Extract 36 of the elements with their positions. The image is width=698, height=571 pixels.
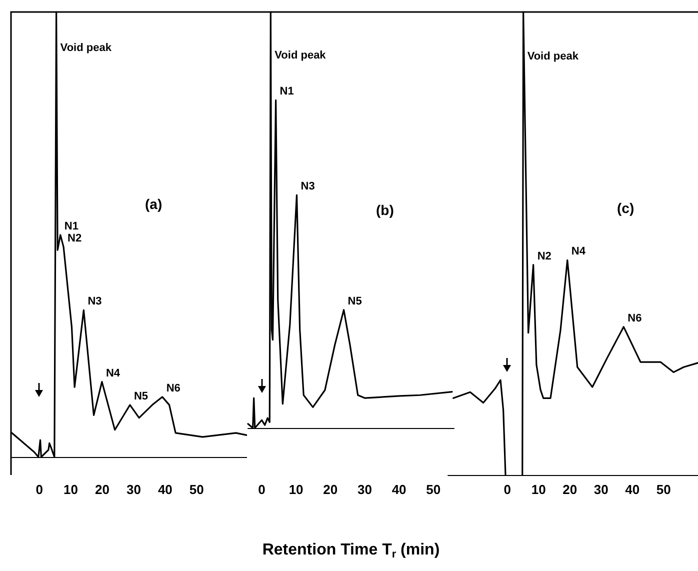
annotation: N6 [628, 312, 642, 324]
x-tick-label: 40 [625, 482, 640, 497]
annotation: N1 [280, 86, 294, 98]
x-tick-label: 0 [36, 482, 43, 497]
annotation: N6 [166, 382, 180, 394]
annotation: Void peak [527, 50, 580, 62]
x-tick-label: 0 [504, 482, 511, 497]
x-tick-label: 30 [594, 482, 608, 497]
annotation: N1 [64, 220, 78, 232]
annotation: Void peak [60, 42, 112, 54]
x-tick-label: 50 [189, 482, 204, 497]
annotation: N5 [134, 390, 148, 402]
annotation: N4 [571, 246, 586, 258]
x-tick-label: 10 [64, 482, 78, 497]
annotation: N3 [300, 180, 315, 193]
x-tick-label: 50 [426, 482, 441, 497]
x-tick-label: 20 [323, 482, 338, 497]
annotation: N5 [348, 295, 362, 308]
text: (c) [617, 200, 634, 216]
x-tick-label: 20 [562, 482, 578, 497]
x-tick-label: 20 [95, 482, 110, 497]
x-tick-label: 50 [656, 482, 671, 497]
annotation: N3 [88, 296, 102, 308]
x-tick-label: 10 [531, 482, 546, 497]
x-tick-label: 10 [288, 482, 304, 497]
x-tick-label: 40 [158, 482, 172, 497]
x-tick-label: 30 [358, 482, 372, 497]
annotation: N4 [106, 367, 121, 380]
text: (b) [376, 202, 394, 218]
text: (a) [145, 196, 162, 212]
annotation: N2 [537, 250, 552, 262]
annotation: Void peak [274, 50, 327, 62]
x-tick-label: 0 [258, 482, 266, 497]
x-tick-label: 30 [126, 482, 141, 497]
x-tick-label: 40 [392, 482, 406, 497]
annotation: N2 [68, 232, 82, 244]
